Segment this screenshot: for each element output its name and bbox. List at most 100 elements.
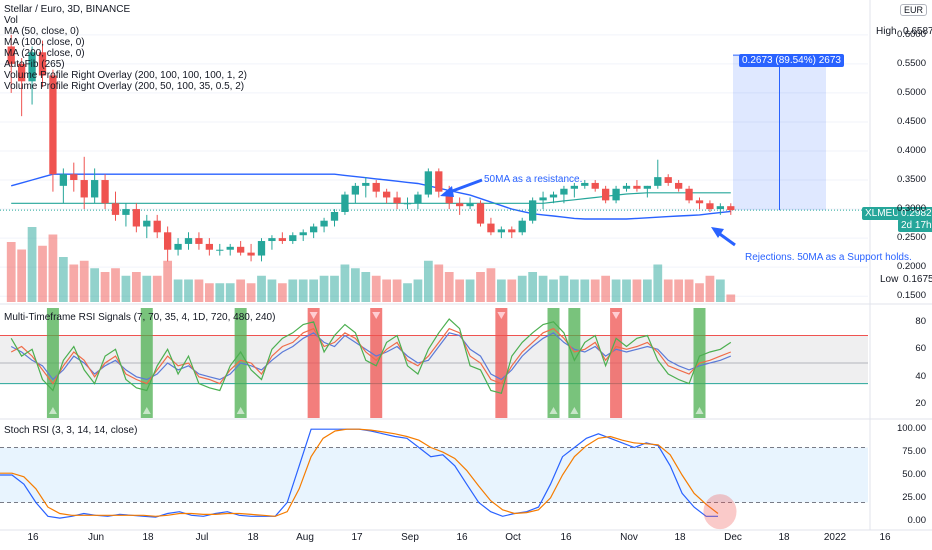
candle — [195, 238, 203, 244]
candle — [664, 177, 672, 183]
rsi-buy-marker — [695, 407, 704, 414]
volume-bar — [663, 279, 673, 302]
rsi-buy-marker — [549, 407, 558, 414]
stoch-highlight-circle — [703, 494, 737, 530]
volume-bar — [465, 279, 475, 302]
rsi-signal-bar — [46, 308, 59, 418]
rsi-sell-marker — [309, 312, 318, 319]
volume-bar — [184, 279, 193, 302]
candle — [163, 232, 172, 250]
candle — [633, 185, 641, 189]
currency-button[interactable]: EUR — [900, 4, 928, 16]
volume-bar — [17, 249, 27, 302]
measure-label[interactable]: 0.2673 (89.54%) 2673 — [739, 54, 844, 67]
candle — [382, 191, 391, 198]
volume-bar — [6, 242, 16, 302]
low-label: Low — [880, 274, 899, 285]
rsi-signal-bar — [140, 308, 153, 418]
rsi-signal-bar — [307, 308, 320, 418]
candle — [674, 182, 683, 189]
indicator-vol[interactable]: Vol — [4, 15, 18, 26]
chart-legend: Stellar / Euro, 3D, BINANCE Vol MA (50, … — [4, 4, 247, 92]
rsi-tick-label: 80 — [915, 315, 926, 327]
annotation-support[interactable]: Rejections. 50MA as a Support holds. — [745, 252, 912, 263]
time-tick-label: 18 — [247, 532, 259, 543]
candle — [393, 197, 401, 204]
candle — [685, 188, 693, 201]
candle — [643, 185, 652, 189]
time-tick-label: 16 — [456, 532, 468, 543]
volume-bar — [611, 279, 621, 302]
time-tick-label: Jun — [87, 532, 105, 543]
candle — [174, 243, 182, 250]
stoch-pane-title[interactable]: Stoch RSI (3, 3, 14, 14, close) — [4, 425, 138, 436]
candle — [268, 238, 276, 242]
volume-bar — [549, 279, 558, 302]
volume-bar — [715, 279, 725, 302]
price-tick-label: 0.3500 — [896, 174, 926, 186]
countdown-tag: 2d 17h — [898, 219, 932, 232]
volume-bar — [257, 275, 266, 302]
volume-bar — [111, 268, 120, 302]
rsi-signal-bar — [547, 308, 560, 418]
stoch-tick-label: 100.00 — [896, 423, 926, 435]
volume-bar — [204, 283, 214, 302]
volume-bar — [330, 275, 339, 302]
candle — [518, 220, 526, 233]
volume-bar — [340, 264, 350, 302]
low-value: 0.1675 — [903, 274, 932, 285]
rsi-buy-marker — [236, 407, 245, 414]
annotation-resistance[interactable]: 50MA as a resistance. — [484, 174, 583, 185]
time-tick-label: 16 — [560, 532, 572, 543]
indicator-volume-profile-1[interactable]: Volume Profile Right Overlay (200, 100, … — [4, 70, 247, 81]
indicator-volume-profile-2[interactable]: Volume Profile Right Overlay (200, 50, 1… — [4, 81, 245, 92]
volume-bar — [642, 279, 652, 302]
candle — [414, 194, 422, 204]
price-tick-label: 0.5000 — [896, 86, 926, 98]
rsi-pane-title[interactable]: Multi-Timeframe RSI Signals (7, 70, 35, … — [4, 312, 276, 323]
volume-bar — [601, 275, 611, 302]
volume-bar — [413, 279, 423, 302]
candle — [445, 191, 453, 204]
volume-bar — [288, 279, 298, 302]
candle — [539, 197, 547, 201]
candle — [716, 206, 725, 210]
candle — [226, 246, 234, 250]
volume-bar — [559, 275, 569, 302]
indicator-ma200[interactable]: MA (200, close, 0) — [4, 48, 85, 59]
candle — [111, 203, 120, 215]
candle — [549, 194, 558, 198]
candle — [184, 238, 193, 244]
volume-bar — [100, 272, 110, 302]
candle — [236, 246, 245, 253]
volume-bar — [434, 264, 444, 302]
candle — [49, 75, 57, 175]
price-tick-label: 0.2500 — [896, 232, 926, 244]
rsi-buy-marker — [142, 407, 151, 414]
volume-bar — [695, 283, 704, 302]
indicator-autofib[interactable]: AutoFib (265) — [4, 59, 65, 70]
volume-bar — [455, 279, 465, 302]
candle — [372, 182, 380, 192]
candle — [7, 46, 15, 64]
indicator-ma100[interactable]: MA (100, close, 0) — [4, 37, 85, 48]
candle — [122, 209, 130, 215]
indicator-ma50[interactable]: MA (50, close, 0) — [4, 26, 80, 37]
arrow-resistance-head — [440, 186, 454, 197]
volume-bar — [423, 260, 433, 302]
candle — [351, 185, 360, 195]
candle — [17, 63, 26, 82]
rsi-signal-bar — [568, 308, 581, 418]
price-tick-label: 0.2000 — [896, 261, 926, 273]
volume-bar — [38, 245, 47, 302]
volume-bar — [215, 283, 225, 302]
volume-bar — [361, 272, 371, 302]
candle — [403, 203, 412, 205]
time-tick-label: Nov — [620, 532, 638, 543]
candle — [591, 182, 599, 189]
candle — [487, 223, 495, 233]
rsi-signal-bar — [370, 308, 383, 418]
candle — [455, 203, 464, 207]
time-tick-label: Dec — [724, 532, 742, 543]
